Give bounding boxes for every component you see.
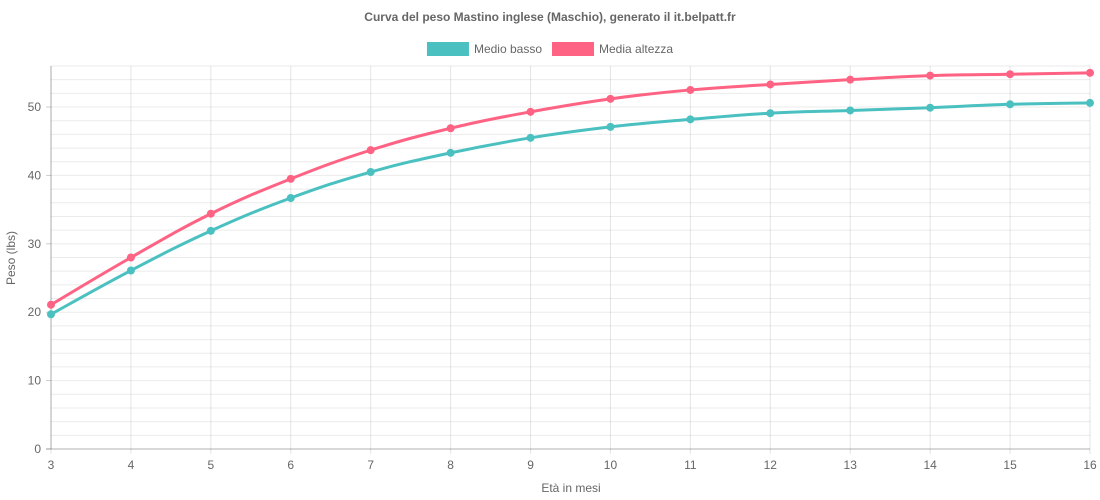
y-tick-label: 0 — [34, 442, 41, 456]
y-tick-label: 50 — [28, 100, 42, 114]
data-point-media-altezza[interactable] — [47, 300, 55, 309]
legend: Medio basso Media altezza — [426, 42, 673, 56]
x-tick-label: 3 — [48, 458, 55, 472]
series-group — [47, 68, 1094, 319]
data-point-medio-basso[interactable] — [126, 266, 135, 275]
x-tick-label: 16 — [1083, 458, 1097, 472]
legend-swatch — [426, 42, 469, 56]
y-tick-label: 40 — [28, 168, 42, 182]
y-tick-label: 10 — [28, 374, 42, 388]
data-point-medio-basso[interactable] — [1086, 98, 1094, 107]
chart-title: Curva del peso Mastino inglese (Maschio)… — [364, 10, 736, 24]
data-point-media-altezza[interactable] — [686, 85, 695, 94]
x-tick-label: 6 — [287, 458, 294, 472]
data-point-medio-basso[interactable] — [766, 109, 775, 118]
data-point-medio-basso[interactable] — [286, 193, 295, 202]
data-point-medio-basso[interactable] — [686, 115, 695, 124]
x-tick-label: 15 — [1003, 458, 1017, 472]
data-point-medio-basso[interactable] — [526, 133, 535, 142]
legend-item-media-altezza[interactable]: Media altezza — [552, 42, 673, 56]
data-point-media-altezza[interactable] — [766, 80, 775, 89]
x-tick-label: 14 — [923, 458, 937, 472]
data-point-medio-basso[interactable] — [1006, 100, 1015, 109]
data-point-media-altezza[interactable] — [606, 94, 615, 103]
y-tick-label: 20 — [28, 305, 42, 319]
data-point-media-altezza[interactable] — [846, 75, 855, 84]
x-tick-label: 13 — [844, 458, 858, 472]
y-tick-label: 30 — [28, 237, 42, 251]
data-point-medio-basso[interactable] — [606, 122, 615, 131]
data-point-medio-basso[interactable] — [366, 168, 375, 177]
data-point-media-altezza[interactable] — [366, 146, 375, 155]
data-point-medio-basso[interactable] — [446, 148, 455, 157]
legend-swatch — [552, 42, 594, 56]
grid — [50, 65, 1091, 454]
data-point-media-altezza[interactable] — [446, 124, 455, 133]
data-point-media-altezza[interactable] — [1086, 68, 1094, 77]
x-tick-label: 10 — [604, 458, 618, 472]
data-point-media-altezza[interactable] — [286, 174, 295, 183]
data-point-medio-basso[interactable] — [846, 106, 855, 115]
x-tick-label: 7 — [367, 458, 374, 472]
legend-item-medio-basso[interactable]: Medio basso — [426, 42, 542, 56]
x-tick-label: 4 — [128, 458, 135, 472]
data-point-media-altezza[interactable] — [206, 209, 215, 218]
x-tick-label: 12 — [764, 458, 778, 472]
x-tick-label: 9 — [527, 458, 534, 472]
axes: 0 10 20 30 40 50 3 4 5 6 7 8 9 10 11 12 13 14 15 16 — [28, 66, 1097, 472]
data-point-media-altezza[interactable] — [126, 253, 135, 262]
data-point-media-altezza[interactable] — [926, 71, 935, 80]
data-point-medio-basso[interactable] — [47, 310, 55, 319]
y-axis-title: Peso (lbs) — [4, 231, 18, 285]
x-axis-title: Età in mesi — [541, 481, 600, 495]
data-point-media-altezza[interactable] — [526, 107, 535, 116]
data-point-medio-basso[interactable] — [206, 226, 215, 235]
legend-label: Medio basso — [474, 42, 542, 56]
x-tick-label: 8 — [447, 458, 454, 472]
data-point-media-altezza[interactable] — [1006, 70, 1015, 79]
legend-label: Media altezza — [599, 42, 673, 56]
data-point-medio-basso[interactable] — [926, 103, 935, 112]
x-tick-label: 11 — [684, 458, 697, 472]
x-tick-label: 5 — [208, 458, 215, 472]
